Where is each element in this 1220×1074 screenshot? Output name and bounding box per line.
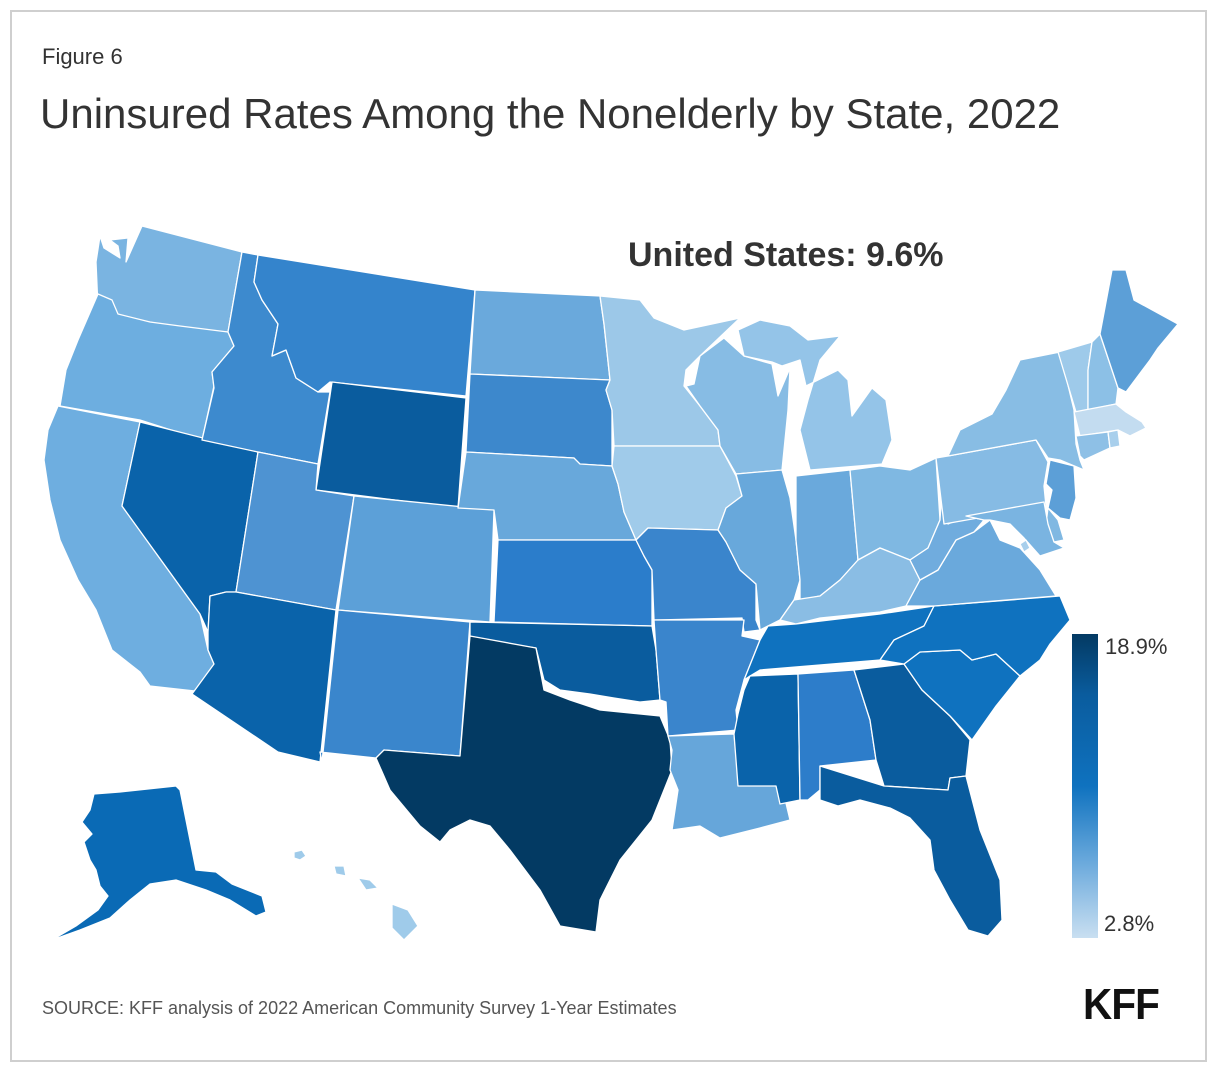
state-CO[interactable] — [337, 495, 495, 623]
chart-title: Uninsured Rates Among the Nonelderly by … — [40, 90, 1061, 137]
state-NY[interactable] — [947, 351, 1085, 471]
source-note: SOURCE: KFF analysis of 2022 American Co… — [42, 998, 677, 1018]
state-HI-island-3[interactable] — [357, 877, 379, 891]
kff-logo: KFF — [1083, 980, 1160, 1029]
state-MT[interactable] — [253, 254, 476, 397]
state-WY[interactable] — [315, 381, 467, 509]
state-HI-island-1[interactable] — [293, 849, 307, 861]
state-HI-island-4[interactable] — [391, 903, 419, 941]
state-DC[interactable] — [1019, 539, 1031, 553]
state-WI[interactable] — [685, 337, 791, 475]
state-MD[interactable] — [965, 501, 1065, 557]
state-AZ[interactable] — [191, 591, 337, 763]
legend-gradient — [1072, 634, 1098, 938]
state-RI[interactable] — [1107, 429, 1121, 449]
state-NJ[interactable] — [1045, 459, 1077, 521]
legend-min-label: 2.8% — [1104, 911, 1155, 936]
state-KS[interactable] — [493, 539, 653, 627]
state-ND[interactable] — [469, 289, 611, 381]
state-MS[interactable] — [733, 673, 801, 805]
state-SD[interactable] — [465, 373, 613, 467]
state-OH[interactable] — [849, 457, 941, 561]
legend-color-scale — [1072, 634, 1098, 938]
legend-max-label: 18.9% — [1105, 634, 1168, 659]
state-AK[interactable] — [51, 785, 267, 941]
us-total-label: United States: 9.6% — [628, 236, 944, 274]
state-ME[interactable] — [1099, 269, 1179, 393]
figure-label: Figure 6 — [42, 44, 123, 69]
state-NM[interactable] — [319, 609, 471, 763]
state-HI-island-2[interactable] — [333, 865, 347, 877]
state-TX[interactable] — [375, 635, 673, 933]
state-IL[interactable] — [717, 469, 801, 631]
state-FL[interactable] — [819, 765, 1003, 937]
state-MI[interactable] — [737, 319, 893, 471]
state-CT[interactable] — [1075, 431, 1111, 461]
